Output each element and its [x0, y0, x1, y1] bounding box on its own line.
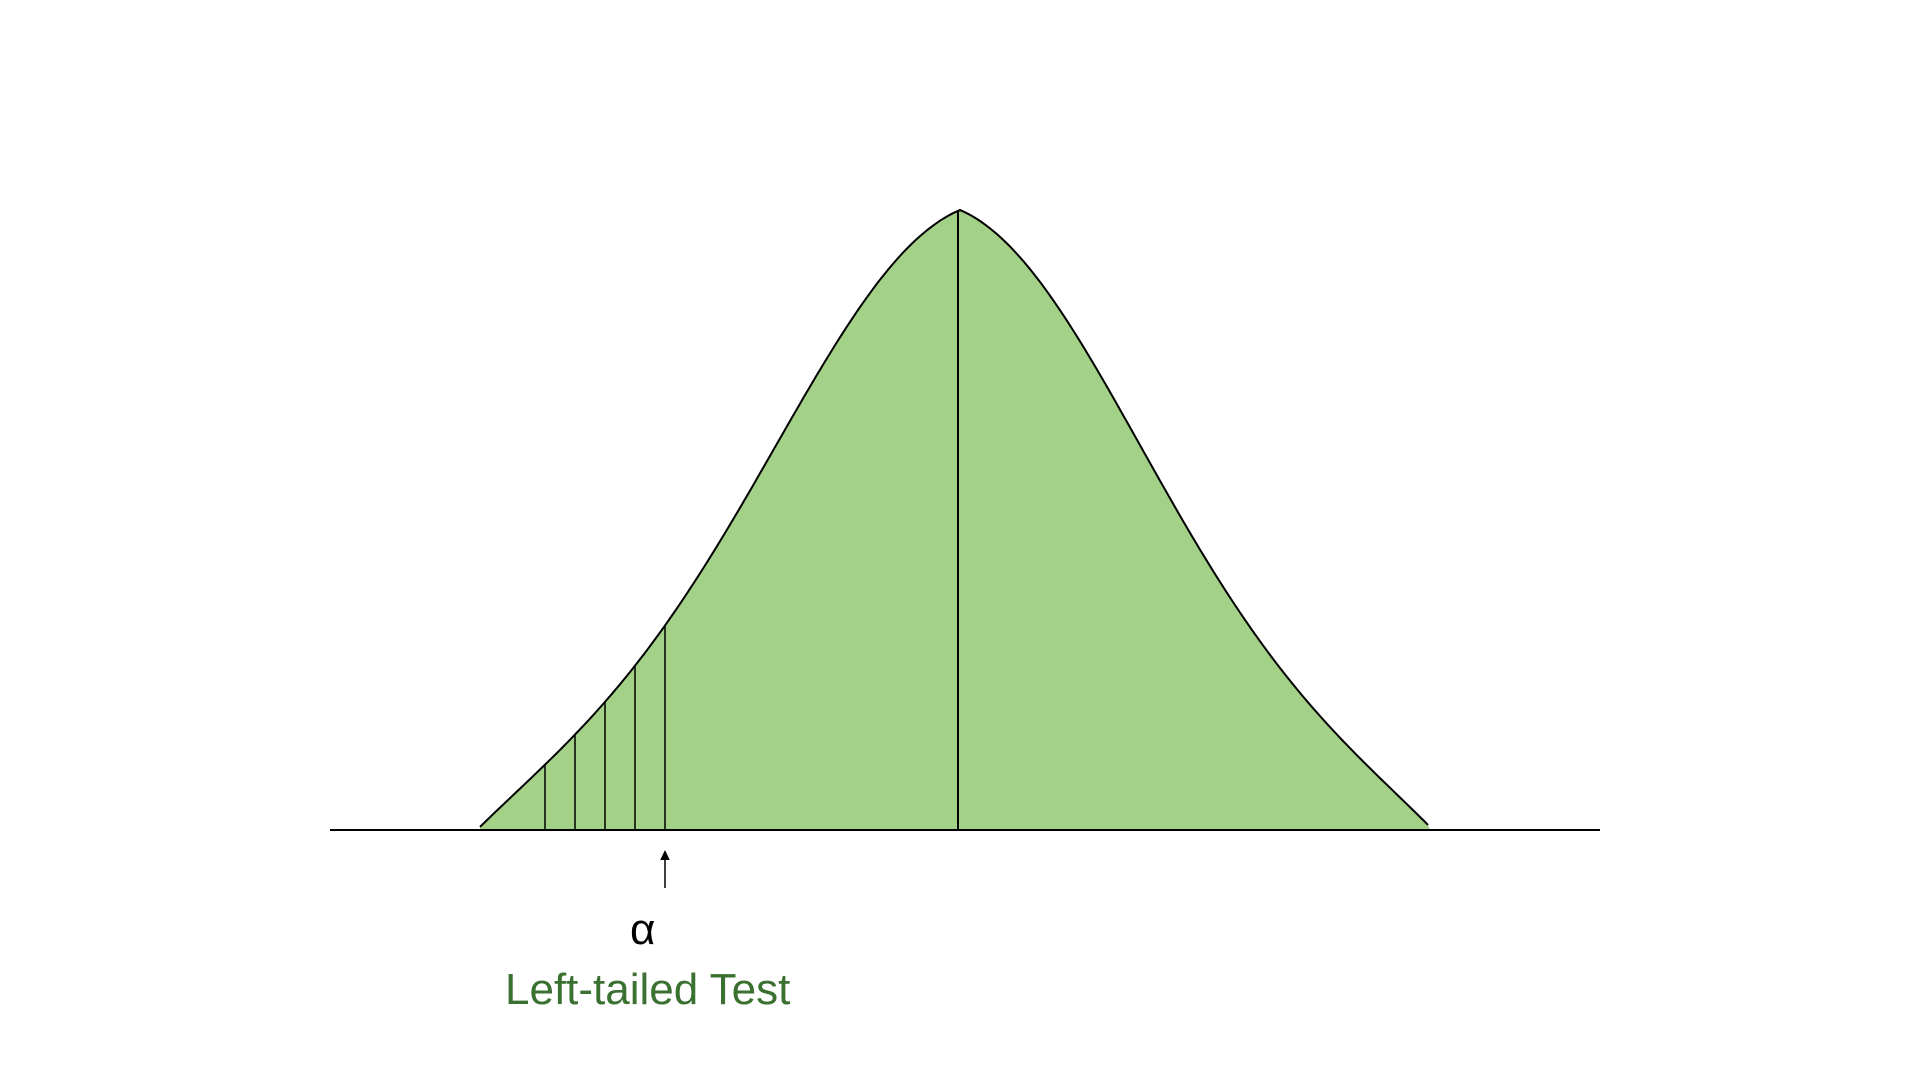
alpha-arrow-head [660, 850, 670, 860]
alpha-label: α [630, 905, 655, 955]
diagram-title: Left-tailed Test [505, 965, 790, 1015]
diagram-stage: α Left-tailed Test [0, 0, 1920, 1080]
distribution-svg [0, 0, 1920, 1080]
curve-fill [480, 210, 1430, 830]
